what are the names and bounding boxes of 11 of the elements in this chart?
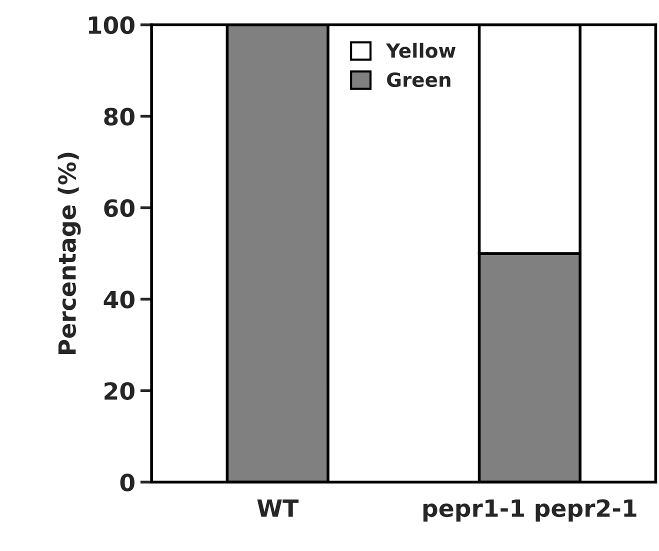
legend-label: Green <box>387 72 450 88</box>
x-tick-label: WT <box>257 500 299 517</box>
y-tick-label: 40 <box>104 290 134 308</box>
y-tick-label: 20 <box>104 382 134 400</box>
y-tick-label: 80 <box>104 108 134 126</box>
y-tick-label: 0 <box>120 474 134 492</box>
y-tick-label: 100 <box>88 16 134 34</box>
y-tick-label: 60 <box>104 199 134 218</box>
legend-label: Yellow <box>386 42 456 58</box>
x-tick-label: pepr1-1 pepr2-1 <box>423 499 636 522</box>
y-axis-title: Percentage (%) <box>58 152 81 354</box>
